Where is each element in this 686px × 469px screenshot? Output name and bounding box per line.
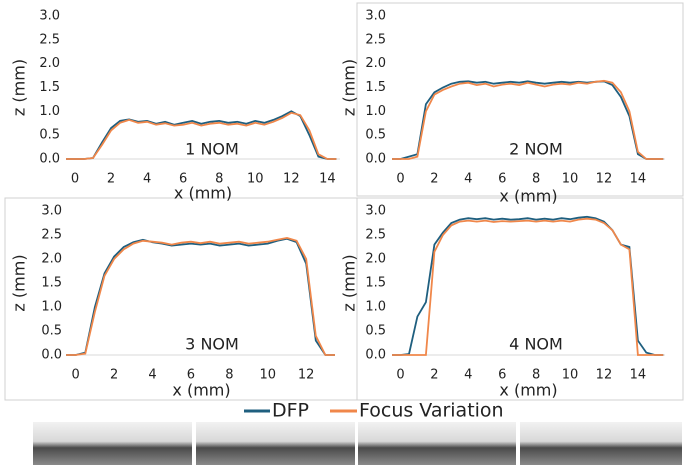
y-tick-label: 1.5 [39,80,60,95]
x-tick-label: 6 [498,368,506,383]
y-axis-title: z (mm) [10,254,29,311]
x-tick-label: 2 [430,368,438,383]
x-tick-label: 10 [562,368,579,383]
series-line: Focus Variation [392,217,664,356]
y-tick-label: 0.0 [365,348,386,363]
y-tick-label: 0.5 [41,324,62,339]
panel-label: 4 NOM [509,335,563,354]
panel-frame [356,197,684,401]
y-tick-label: 1.5 [365,80,386,95]
series-line: Focus Variation [392,79,664,160]
panel-label: 2 NOM [509,140,563,159]
y-tick-label: 2.0 [365,56,386,71]
y-tick-label: 1.5 [365,276,386,291]
y-tick-label: 1.0 [39,104,60,119]
x-tick-label: 8 [215,172,223,187]
y-tick-label: 2.5 [39,32,60,47]
y-tick-label: 0.0 [39,152,60,167]
y-axis-title: z (mm) [340,59,359,116]
x-tick-label: 0 [71,172,79,187]
x-tick-label: 12 [596,368,613,383]
series-line: Focus Variation [66,111,337,160]
y-tick-label: 0.5 [39,128,60,143]
x-axis-title: x (mm) [174,184,232,203]
x-tick-label: 10 [259,368,276,383]
x-tick-label: 0 [396,368,404,383]
x-tick-label: 2 [430,172,438,187]
x-tick-label: 4 [464,368,472,383]
legend-label: DFP [272,400,309,422]
sample-photo [196,422,355,465]
x-axis-title: x (mm) [499,187,557,206]
series-line: DFP [392,80,664,160]
y-tick-label: 1.0 [365,300,386,315]
y-tick-label: 3.0 [365,9,386,24]
y-tick-label: 3.0 [39,9,60,24]
x-tick-label: 12 [596,172,613,187]
y-tick-label: 2.0 [41,252,62,267]
y-tick-label: 1.0 [41,300,62,315]
x-tick-label: 8 [532,172,540,187]
y-tick-label: 0.0 [41,348,62,363]
x-tick-label: 6 [187,368,195,383]
y-tick-label: 3.0 [365,204,386,219]
x-tick-label: 0 [72,368,80,383]
sample-photo [358,422,516,465]
x-tick-label: 4 [143,172,151,187]
sample-photo [33,422,192,465]
x-tick-label: 14 [319,172,336,187]
y-tick-label: 0.0 [365,152,386,167]
x-tick-label: 4 [148,368,156,383]
x-tick-label: 14 [630,368,647,383]
y-tick-label: 3.0 [41,204,62,219]
x-tick-label: 2 [110,368,118,383]
y-tick-label: 2.0 [39,56,60,71]
y-axis-title: z (mm) [340,254,359,311]
legend-label: Focus Variation [359,400,504,422]
x-tick-label: 8 [225,368,233,383]
x-axis-title: x (mm) [172,381,230,400]
panel-frame [356,2,684,197]
series-line: Focus Variation [66,236,335,356]
x-tick-label: 8 [532,368,540,383]
y-tick-label: 1.5 [41,276,62,291]
x-tick-label: 10 [562,172,579,187]
y-tick-label: 0.5 [365,128,386,143]
y-tick-label: 2.0 [365,252,386,267]
x-tick-label: 14 [630,172,647,187]
y-tick-label: 0.5 [365,324,386,339]
y-tick-label: 1.0 [365,104,386,119]
series-line: DFP [66,110,337,160]
y-tick-label: 2.5 [41,228,62,243]
panel-label: 3 NOM [185,335,239,354]
sample-photo [520,422,682,465]
x-tick-label: 6 [498,172,506,187]
x-tick-label: 12 [283,172,300,187]
x-tick-label: 4 [464,172,472,187]
y-tick-label: 2.5 [365,228,386,243]
y-axis-title: z (mm) [10,59,29,116]
y-tick-label: 2.5 [365,32,386,47]
x-tick-label: 0 [396,172,404,187]
x-tick-label: 2 [107,172,115,187]
x-axis-title: x (mm) [499,381,557,400]
series-line: DFP [66,237,335,356]
x-tick-label: 10 [247,172,264,187]
panel-label: 1 NOM [185,140,239,159]
x-tick-label: 6 [179,172,187,187]
x-tick-label: 12 [298,368,315,383]
